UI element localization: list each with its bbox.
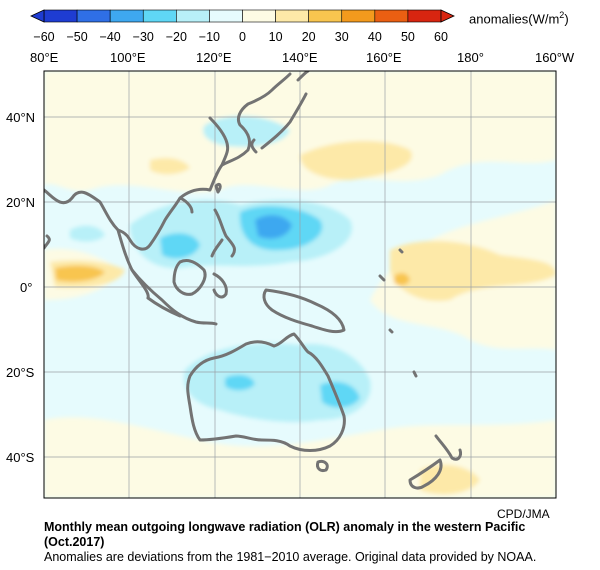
credit-label: CPD/JMA [497, 507, 550, 521]
colorbar-unit-sup: 2 [559, 10, 565, 20]
map-frame [43, 70, 557, 499]
lon-label-120e: 120°E [196, 50, 232, 65]
colorbar-tick-label: 50 [400, 30, 415, 44]
anomaly-region-blue-south-china-sea [160, 233, 200, 259]
colorbar-tick-label: 0 [239, 30, 246, 44]
colorbar-tick-label: 40 [367, 30, 382, 44]
colorbar-unit-label: anomalies(W/m2) [469, 9, 569, 25]
graticule [44, 71, 556, 498]
caption-period: (Oct.2017) [44, 535, 105, 549]
lon-label-180: 180° [457, 50, 484, 65]
coastline-borneo [172, 258, 207, 296]
colorbar-tick-label: 30 [334, 30, 349, 44]
lat-label-20n: 20°N [6, 195, 36, 210]
colorbar-tick-label: 60 [434, 30, 448, 44]
coastline-pacific-islands [378, 248, 418, 378]
anomaly-region-yellow-northwest [150, 157, 190, 175]
anomaly-region-blue-east-australia [320, 381, 360, 408]
anomaly-region-yellow-southeast [420, 464, 480, 495]
anomaly-region-blue-central-australia [225, 374, 255, 391]
caption: Monthly mean outgoing longwave radiation… [44, 520, 596, 565]
colorbar-tick-label: −40 [99, 30, 121, 44]
colorbar-unit-text: anomalies(W/m [469, 11, 560, 27]
anomaly-region-yellow-east [390, 240, 556, 301]
colorbar-tick-label: 20 [301, 30, 316, 44]
colorbar-tick-label: −50 [66, 30, 88, 44]
lat-label-20s: 20°S [6, 365, 35, 380]
colorbar-tick-label: 10 [268, 30, 283, 44]
coastline-malay-peninsula-sumatra [130, 268, 218, 326]
coastlines [44, 71, 462, 490]
coastline-korea-northeast [220, 72, 292, 167]
caption-title: Monthly mean outgoing longwave radiation… [44, 520, 526, 534]
anomaly-region-yellow-northeast [300, 140, 412, 180]
coastline-new-guinea [262, 288, 346, 334]
coastline-sulawesi [212, 272, 228, 299]
colorbar-right-arrow [440, 9, 455, 23]
colorbar-tick-label: −20 [165, 30, 187, 44]
lon-label-140e: 140°E [282, 50, 318, 65]
colorbar-left-arrow [30, 9, 45, 23]
colorbar [30, 9, 455, 23]
lon-label-160w: 160°W [535, 50, 575, 65]
coastline-tasmania [316, 460, 329, 472]
colorbar-unit-end: ) [564, 11, 569, 27]
coastline-taiwan [214, 182, 222, 194]
coastline-philippines [210, 208, 236, 258]
anomaly-region-orange-east [394, 272, 410, 286]
coastline-indochina [116, 116, 230, 251]
anomaly-region-light-blue-southwest [70, 225, 105, 242]
lat-label-40n: 40°N [6, 110, 36, 125]
lat-label-0: 0° [20, 280, 33, 295]
anomaly-region-orange-west [55, 265, 105, 282]
coastline-new-zealand [408, 434, 462, 490]
caption-note: Anomalies are deviations from the 1981−2… [44, 550, 537, 564]
lat-label-40s: 40°S [6, 450, 35, 465]
colorbar-tick-label: −10 [198, 30, 221, 44]
coastline-australia [186, 332, 346, 452]
lon-label-100e: 100°E [110, 50, 146, 65]
anomaly-region-deep-blue-core [255, 215, 292, 239]
lon-label-80e: 80°E [30, 50, 59, 65]
lon-label-160e: 160°E [366, 50, 402, 65]
colorbar-tick-label: −60 [33, 30, 55, 44]
colorbar-tick-label: −30 [132, 30, 154, 44]
